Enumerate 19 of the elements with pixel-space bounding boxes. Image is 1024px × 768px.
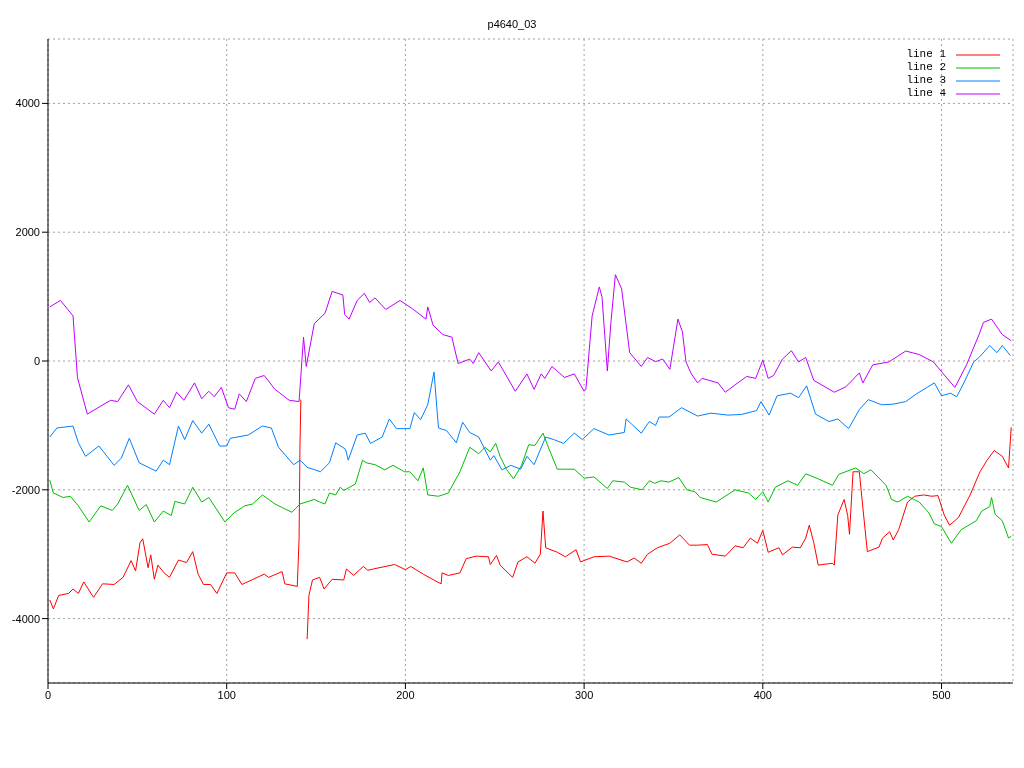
line-series: [49, 274, 1012, 415]
y-tick-label: -4000: [11, 612, 40, 625]
y-tick-label: 0: [33, 354, 40, 367]
legend-label: line 4: [906, 87, 946, 100]
chart-title: p4640_03: [486, 18, 538, 30]
x-tick-label: 100: [217, 688, 236, 701]
y-tick-label: 2000: [15, 226, 40, 239]
x-tick-label: 500: [932, 688, 951, 701]
line-series: [49, 432, 1012, 544]
legend-label: line 2: [906, 61, 946, 74]
line-series: [49, 345, 1011, 473]
y-tick-label: -2000: [11, 483, 40, 496]
y-tick-label: 4000: [15, 97, 40, 110]
x-tick-label: 400: [753, 688, 772, 701]
x-tick-label: 0: [44, 688, 52, 701]
x-tick-label: 200: [396, 688, 415, 701]
legend-label: line 3: [906, 74, 946, 87]
legend-label: line 1: [906, 48, 946, 61]
x-tick-label: 300: [574, 688, 594, 701]
